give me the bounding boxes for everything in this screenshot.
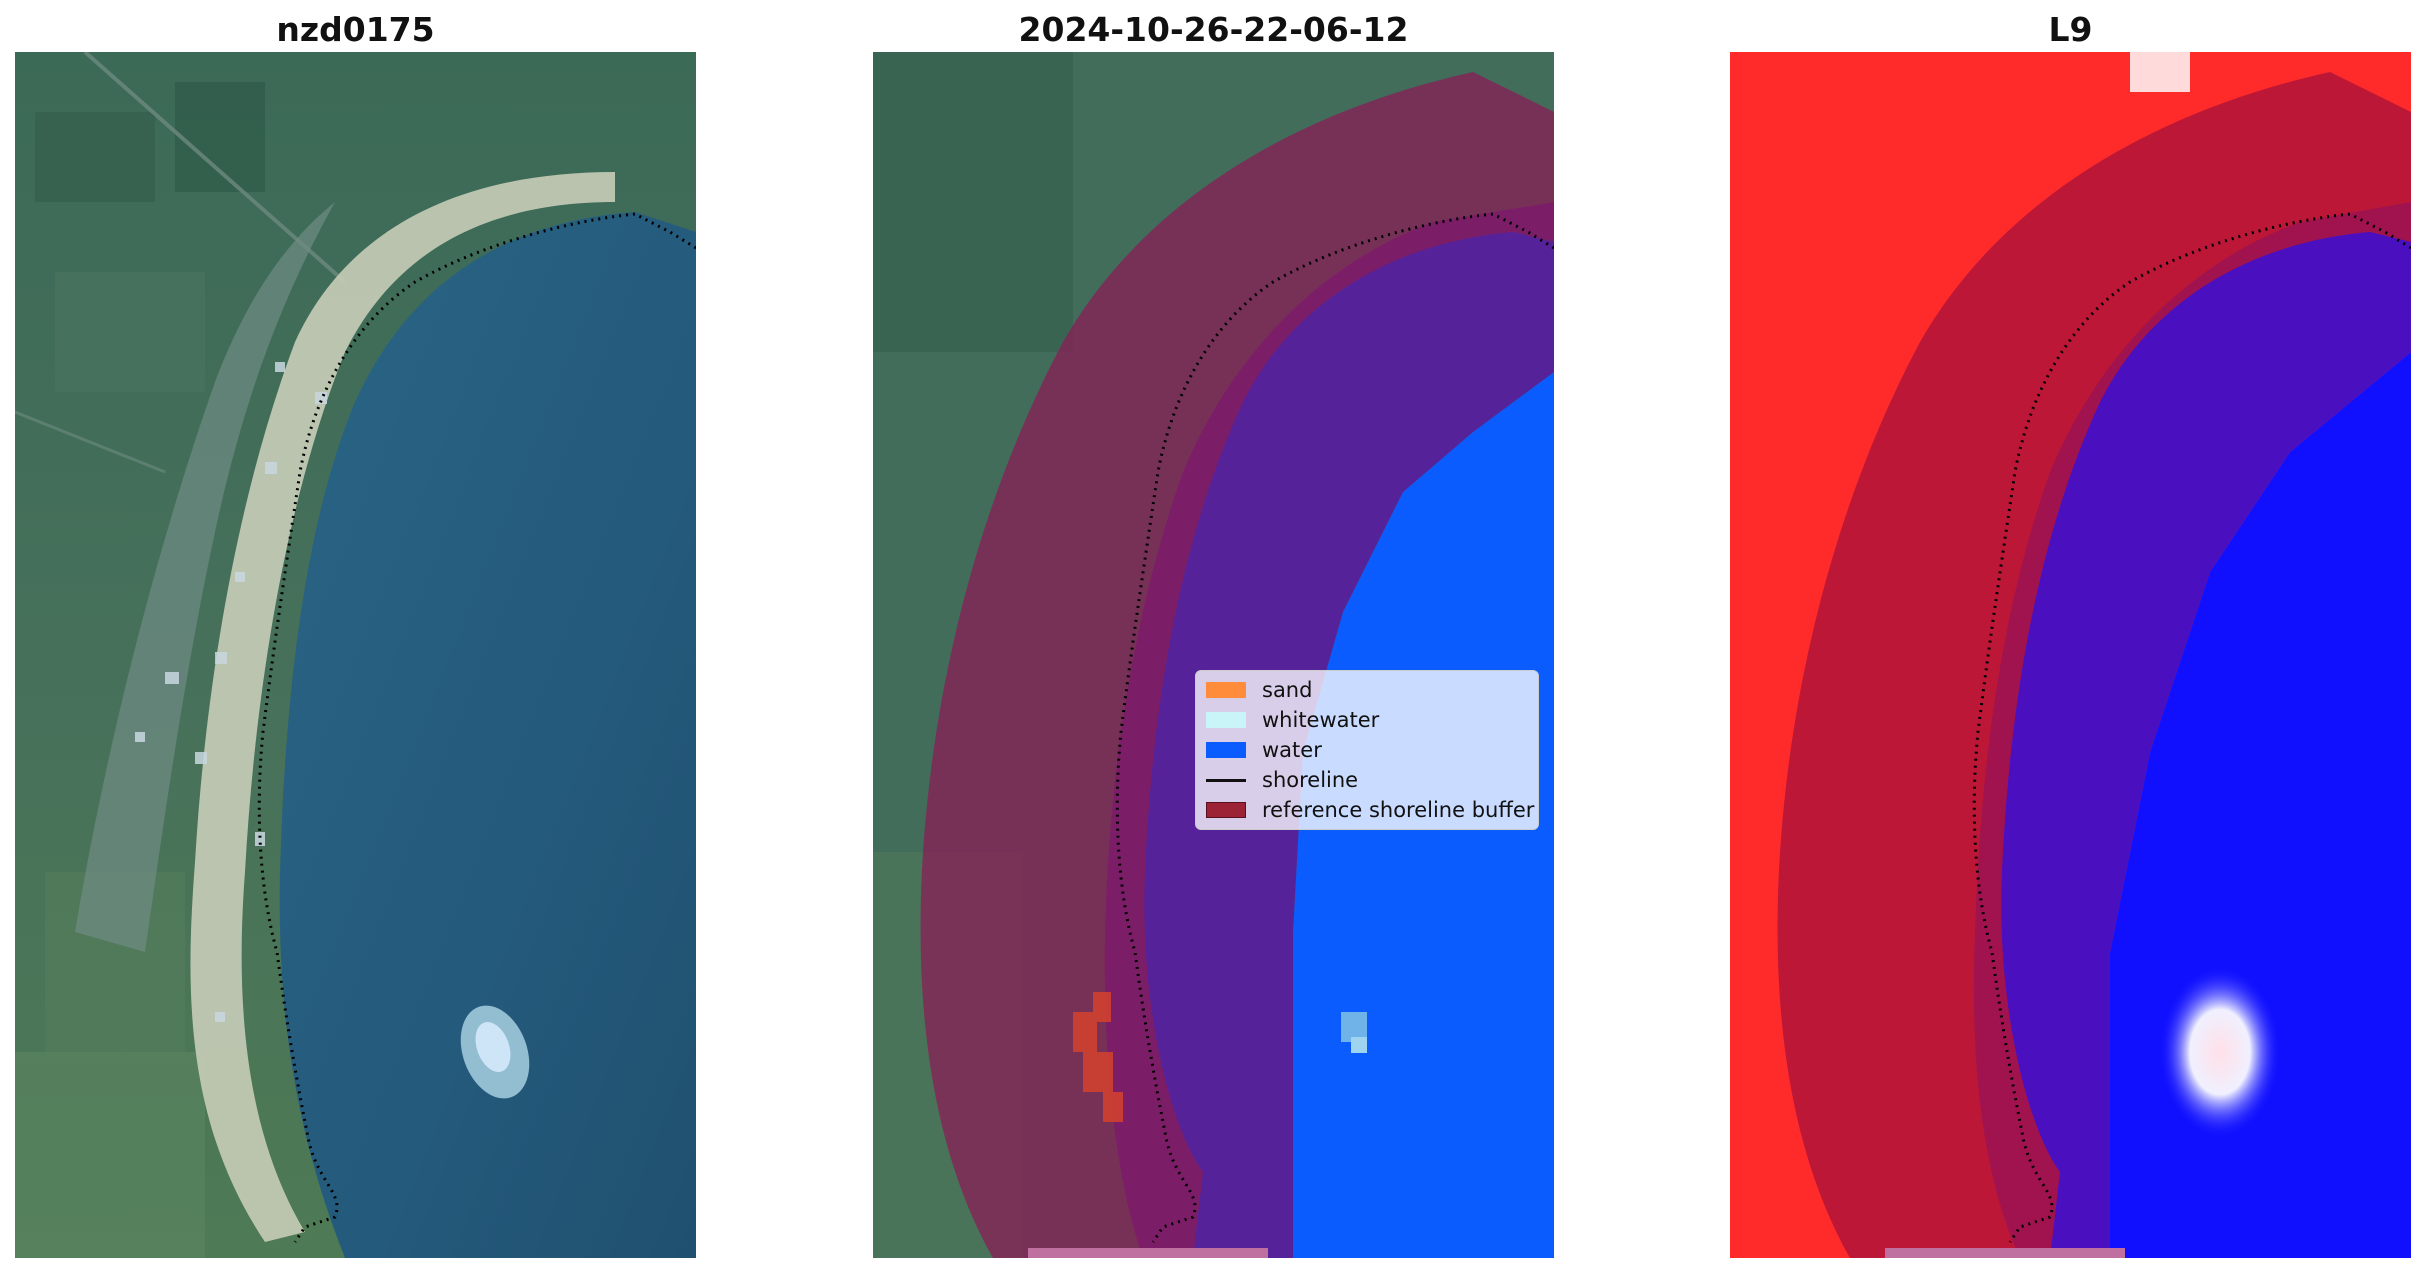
whitewater-swatch <box>1206 712 1246 728</box>
legend-item-water: water <box>1206 735 1528 765</box>
classified-image <box>873 52 1554 1258</box>
legend: sand whitewater water shoreline referenc… <box>1195 670 1539 830</box>
legend-label-sand: sand <box>1262 678 1313 702</box>
panel-title-rgb: nzd0175 <box>276 10 435 49</box>
legend-label-whitewater: whitewater <box>1262 708 1380 732</box>
legend-item-sand: sand <box>1206 675 1528 705</box>
shoreline-rgb <box>257 212 696 1243</box>
legend-label-shoreline: shoreline <box>1262 768 1359 792</box>
legend-item-whitewater: whitewater <box>1206 705 1528 735</box>
rgb-satellite-image <box>15 52 696 1258</box>
legend-label-buffer: reference shoreline buffer <box>1262 798 1535 822</box>
legend-label-water: water <box>1262 738 1322 762</box>
buffer-swatch <box>1206 802 1246 818</box>
panel-title-classified: 2024-10-26-22-06-12 <box>1018 10 1409 49</box>
sand-swatch <box>1206 682 1246 698</box>
water-swatch <box>1206 742 1246 758</box>
shoreline-classified <box>1115 212 1554 1243</box>
index-image <box>1730 52 2411 1258</box>
shoreline-index <box>1972 212 2411 1243</box>
legend-item-buffer: reference shoreline buffer <box>1206 795 1534 825</box>
shoreline-swatch <box>1206 778 1246 782</box>
legend-item-shoreline: shoreline <box>1206 765 1528 795</box>
panel-title-index: L9 <box>2048 10 2093 49</box>
